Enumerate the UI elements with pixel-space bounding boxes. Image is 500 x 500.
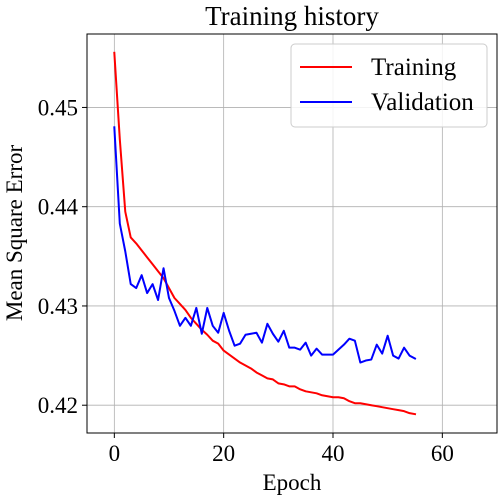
legend-label-training: Training	[371, 54, 457, 81]
chart-title: Training history	[205, 1, 379, 31]
y-tick-label: 0.45	[38, 95, 78, 120]
x-axis-label: Epoch	[263, 470, 322, 495]
series-line-training	[113, 51, 417, 416]
legend-box	[290, 43, 488, 128]
axis-ticks: 0 20 40 60 0.42 0.43 0.44 0.45	[38, 95, 454, 466]
y-tick-label: 0.44	[38, 195, 79, 220]
series-line-validation	[113, 126, 417, 364]
plot-frame	[86, 33, 498, 434]
legend-label-validation: Validation	[371, 89, 474, 116]
x-tick-label: 40	[322, 441, 345, 466]
x-tick-label: 0	[109, 441, 121, 466]
x-tick-label: 60	[431, 441, 454, 466]
legend: Training Validation	[290, 43, 488, 128]
y-tick-label: 0.43	[38, 294, 78, 319]
y-axis-label: Mean Square Error	[2, 145, 27, 322]
series-lines	[113, 51, 417, 416]
y-tick-label: 0.42	[38, 393, 78, 418]
x-tick-label: 20	[212, 441, 235, 466]
